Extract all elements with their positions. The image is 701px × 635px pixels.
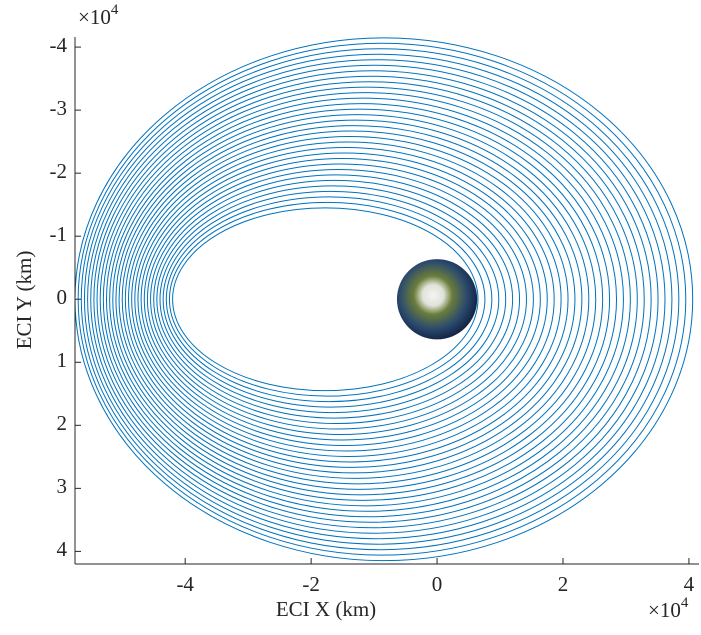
x-exponent-power: 4 xyxy=(681,595,689,611)
y-tick-label: 1 xyxy=(57,348,68,372)
orbit xyxy=(129,131,575,467)
orbit xyxy=(91,65,658,533)
y-tick-label: -1 xyxy=(50,222,68,246)
orbit xyxy=(144,158,540,440)
x-tick-label: -4 xyxy=(176,572,194,596)
x-tick-label: 0 xyxy=(432,572,443,596)
x-tick-label: 2 xyxy=(558,572,569,596)
x-tick-label: 4 xyxy=(684,572,695,596)
y-exponent-base: ×10 xyxy=(78,5,111,29)
y-tick-label: 0 xyxy=(57,285,68,309)
x-axis-label: ECI X (km) xyxy=(276,597,376,621)
y-exponent-power: 4 xyxy=(111,2,119,18)
orbit xyxy=(122,120,589,478)
orbit xyxy=(106,93,623,506)
chart: ECI X (km) ECI Y (km) ×104 ×104 -4-2024-… xyxy=(0,0,701,635)
orbit xyxy=(100,82,637,517)
y-tick-label: -4 xyxy=(50,33,68,57)
orbit xyxy=(116,109,603,489)
y-exponent: ×104 xyxy=(78,2,119,28)
y-tick-label: 3 xyxy=(57,474,68,498)
orbit xyxy=(135,142,561,456)
orbit xyxy=(75,38,693,561)
x-tick-label: -2 xyxy=(302,572,320,596)
orbit xyxy=(103,87,630,511)
orbit xyxy=(125,126,582,473)
y-tick-label: -3 xyxy=(50,96,68,120)
y-axis-label: ECI Y (km) xyxy=(12,251,36,350)
earth xyxy=(397,259,477,339)
plot-area xyxy=(75,38,693,561)
y-tick-label: -2 xyxy=(50,159,68,183)
y-tick-label: 2 xyxy=(57,411,68,435)
x-exponent: ×104 xyxy=(648,595,689,621)
orbit xyxy=(113,104,610,495)
y-tick-label: 4 xyxy=(57,537,68,561)
orbit xyxy=(132,137,568,462)
x-exponent-base: ×10 xyxy=(648,598,681,622)
